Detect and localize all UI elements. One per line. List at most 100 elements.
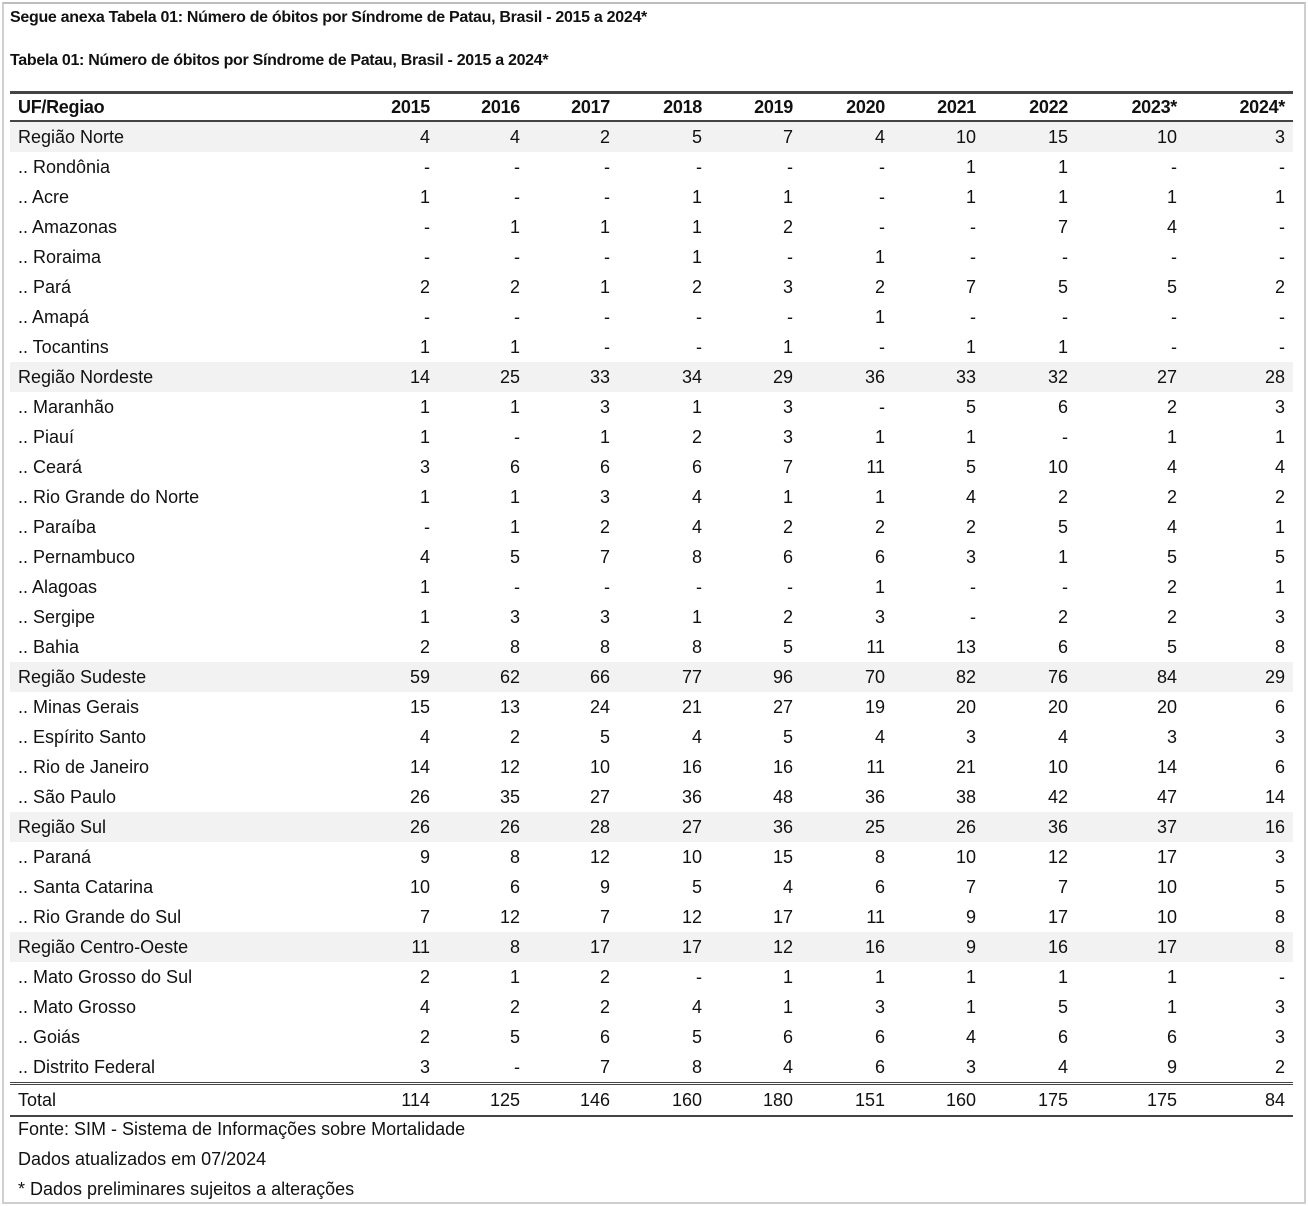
cell-value: 36 [984, 812, 1076, 842]
cell-value: 7 [599, 906, 610, 927]
cell-value: 6 [599, 1026, 610, 1047]
cell-value: 1 [965, 186, 976, 207]
cell-value: 8 [438, 932, 528, 962]
cell-value: 2 [874, 276, 885, 297]
cell-value: - [424, 516, 430, 537]
cell-value: 1 [419, 396, 430, 417]
row-label: .. Mato Grosso do Sul [18, 966, 193, 987]
cell-value: 33 [893, 362, 984, 392]
cell-value: 13 [955, 636, 976, 657]
cell-value: 151 [854, 1089, 885, 1110]
note-line: Dados atualizados em 07/2024 [18, 1149, 267, 1169]
cell-value: 1 [509, 336, 520, 357]
cell-value: - [970, 306, 976, 327]
cell-value: - [787, 306, 793, 327]
cell-value: 5 [691, 876, 702, 897]
cell-value: - [424, 246, 430, 267]
row-label: .. São Paulo [18, 786, 117, 807]
cell-value: - [787, 576, 793, 597]
row-label: .. Rio de Janeiro [18, 756, 150, 777]
cell-value: 5 [1274, 876, 1285, 897]
cell-value: 3 [965, 726, 976, 747]
cell-value: 6 [1057, 636, 1068, 657]
cell-value: 9 [965, 906, 976, 927]
cell-value: 7 [1057, 876, 1068, 897]
total-row: Total 114 125 146 160 180 151 160 175 175 84 [10, 1083, 1293, 1116]
cell-value: 9 [419, 846, 430, 867]
cell-value: 5 [1057, 996, 1068, 1017]
cell-value: 14 [409, 756, 430, 777]
cell-value: 10 [1156, 876, 1177, 897]
table-row: .. Santa Catarina 10 6 9 5 4 6 7 7 10 5 [10, 872, 1293, 902]
cell-value: - [514, 156, 520, 177]
cell-value: 3 [419, 1056, 430, 1077]
cell-value: - [424, 156, 430, 177]
cell-value: 4 [1274, 456, 1285, 477]
cell-value: 17 [1047, 906, 1068, 927]
cell-value: 1 [874, 576, 885, 597]
cell-value: 1 [419, 606, 430, 627]
cell-value: 2 [691, 276, 702, 297]
cell-value: 10 [1047, 456, 1068, 477]
cell-value: 1 [782, 336, 793, 357]
header-year: 2022 [1029, 96, 1068, 117]
cell-value: 1 [691, 396, 702, 417]
cell-value: 2 [782, 216, 793, 237]
cell-value: 6 [874, 1026, 885, 1047]
cell-value: 15 [984, 121, 1076, 152]
table-row: .. Espírito Santo 4 2 5 4 5 4 3 4 3 3 [10, 722, 1293, 752]
cell-value: 10 [681, 846, 702, 867]
cell-value: - [1171, 306, 1177, 327]
row-label: .. Bahia [18, 636, 80, 657]
row-label: .. Acre [18, 186, 70, 207]
cell-value: 4 [419, 996, 430, 1017]
cell-value: 3 [1166, 726, 1177, 747]
cell-value: 20 [955, 696, 976, 717]
cell-value: 26 [893, 812, 984, 842]
cell-value: 1 [782, 996, 793, 1017]
cell-value: 26 [409, 786, 430, 807]
cell-value: 2 [1166, 606, 1177, 627]
region-row: Região Centro-Oeste 11 8 17 17 12 16 9 16 17 8 [10, 932, 1293, 962]
header-year: 2016 [481, 96, 520, 117]
cell-value: 36 [801, 362, 893, 392]
row-label: .. Amapá [18, 306, 90, 327]
cell-value: 1 [782, 186, 793, 207]
cell-value: 2 [874, 516, 885, 537]
header-year: 2021 [937, 96, 976, 117]
cell-value: 7 [599, 1056, 610, 1077]
cell-value: 48 [772, 786, 793, 807]
cell-value: - [514, 1056, 520, 1077]
cell-value: 8 [509, 636, 520, 657]
cell-value: - [514, 186, 520, 207]
cell-value: 33 [528, 362, 618, 392]
cell-value: 62 [438, 662, 528, 692]
cell-value: 4 [1166, 216, 1177, 237]
cell-value: 3 [1274, 396, 1285, 417]
cell-value: 1 [965, 156, 976, 177]
cell-value: - [787, 156, 793, 177]
cell-value: 1 [419, 576, 430, 597]
cell-value: 36 [681, 786, 702, 807]
cell-value: 1 [965, 996, 976, 1017]
row-label: Região Sul [10, 812, 345, 842]
cell-value: 2 [1274, 486, 1285, 507]
cell-value: 3 [1274, 726, 1285, 747]
cell-value: 1 [874, 306, 885, 327]
cell-value: 1 [599, 216, 610, 237]
cell-value: 2 [1166, 486, 1177, 507]
header-year: 2023* [1131, 96, 1177, 117]
cell-value: 6 [1274, 756, 1285, 777]
cell-value: 16 [681, 756, 702, 777]
table-row: .. Pernambuco 4 5 7 8 6 6 3 1 5 5 [10, 542, 1293, 572]
row-label: .. Rondônia [18, 156, 111, 177]
cell-value: 2 [509, 996, 520, 1017]
cell-value: 37 [1076, 812, 1185, 842]
cell-value: 17 [1076, 932, 1185, 962]
cell-value: 2 [509, 276, 520, 297]
cell-value: 1 [419, 426, 430, 447]
cell-value: 1 [509, 516, 520, 537]
cell-value: 6 [874, 876, 885, 897]
cell-value: 9 [893, 932, 984, 962]
cell-value: - [604, 336, 610, 357]
